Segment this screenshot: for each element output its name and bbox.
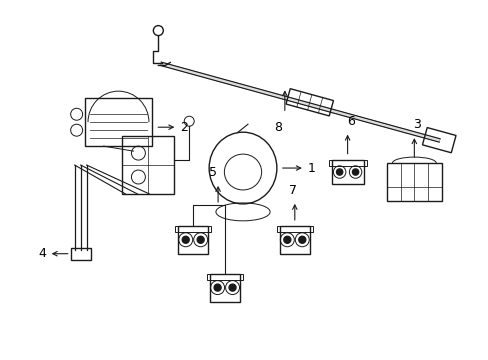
Bar [207,274,243,280]
Bar [386,163,441,201]
Bar [71,248,90,260]
Text: 2: 2 [180,121,188,134]
Circle shape [182,236,189,243]
Bar [285,89,333,116]
Polygon shape [160,62,439,142]
Bar [122,136,174,194]
Text: 3: 3 [412,118,420,131]
Circle shape [352,169,358,175]
Bar [175,226,211,232]
Bar [210,274,240,302]
Circle shape [283,236,290,243]
Text: 5: 5 [209,166,217,179]
Text: 8: 8 [273,121,281,134]
Circle shape [336,169,342,175]
Text: 7: 7 [288,184,296,197]
Circle shape [214,284,221,291]
Bar [279,226,309,254]
Circle shape [197,236,203,243]
Bar [422,127,455,153]
Text: 4: 4 [38,247,46,260]
Bar [331,159,363,184]
Circle shape [298,236,305,243]
Bar [328,159,366,166]
Bar [178,226,208,254]
Circle shape [228,284,236,291]
Text: 1: 1 [307,162,315,175]
Text: 6: 6 [346,115,354,128]
Bar [276,226,312,232]
Bar [84,98,152,146]
